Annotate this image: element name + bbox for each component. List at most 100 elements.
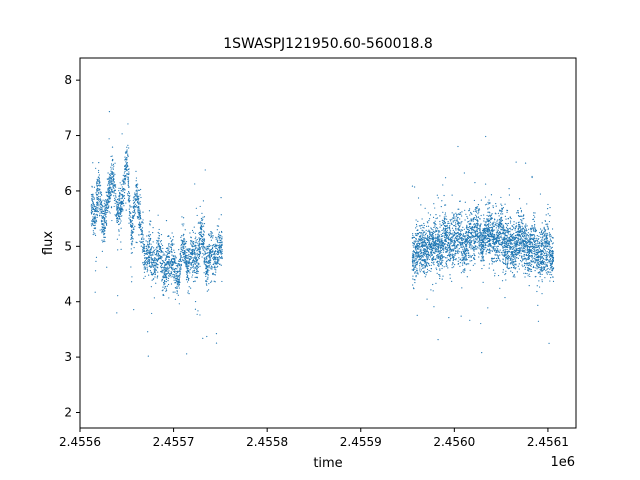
data-point xyxy=(210,231,213,233)
data-point xyxy=(103,233,105,235)
data-point xyxy=(546,208,549,210)
data-point xyxy=(165,220,168,222)
data-point xyxy=(148,239,151,242)
data-point xyxy=(121,215,123,217)
data-point xyxy=(176,265,179,267)
data-point xyxy=(119,213,121,215)
data-point xyxy=(105,220,108,222)
data-point xyxy=(470,256,472,258)
data-point xyxy=(193,271,195,273)
data-point xyxy=(129,216,131,218)
data-point xyxy=(416,262,418,264)
data-point xyxy=(426,245,428,247)
data-point xyxy=(103,217,105,219)
data-point xyxy=(158,228,160,231)
data-point xyxy=(210,265,213,267)
data-point xyxy=(179,260,181,263)
data-point xyxy=(133,204,135,206)
data-point xyxy=(530,229,532,231)
data-point xyxy=(93,208,95,211)
data-point xyxy=(452,221,454,223)
data-point xyxy=(176,292,178,295)
data-point xyxy=(112,186,114,188)
data-point xyxy=(128,217,130,219)
data-point xyxy=(92,194,94,196)
data-point xyxy=(159,258,161,260)
data-point xyxy=(416,225,418,227)
data-point xyxy=(92,224,95,226)
data-point xyxy=(184,260,186,262)
data-point xyxy=(162,251,164,253)
data-point xyxy=(192,231,194,233)
data-point xyxy=(105,191,107,194)
data-point xyxy=(175,280,177,282)
data-point xyxy=(117,219,119,221)
data-point xyxy=(105,203,107,205)
data-point xyxy=(118,202,121,204)
data-point xyxy=(98,174,100,176)
data-point xyxy=(196,247,198,249)
data-point xyxy=(215,247,217,249)
data-point xyxy=(116,312,118,314)
data-point xyxy=(501,241,503,243)
data-point xyxy=(135,180,137,182)
data-point xyxy=(208,243,210,246)
data-point xyxy=(159,257,162,259)
data-point xyxy=(162,277,164,279)
data-point xyxy=(153,297,155,299)
data-point xyxy=(132,216,134,218)
data-point xyxy=(153,270,156,273)
data-point xyxy=(131,244,133,246)
data-point xyxy=(100,208,102,211)
data-point xyxy=(459,262,462,264)
data-point xyxy=(182,225,184,227)
data-point xyxy=(180,251,182,253)
data-point xyxy=(456,247,458,249)
data-point xyxy=(536,263,538,265)
data-point xyxy=(489,245,491,247)
data-point xyxy=(492,246,494,249)
data-point xyxy=(215,261,217,263)
data-point xyxy=(191,274,194,276)
data-point xyxy=(414,257,416,259)
data-point xyxy=(456,245,458,247)
data-point xyxy=(105,204,107,206)
data-point xyxy=(154,254,156,256)
data-point xyxy=(520,215,523,217)
data-point xyxy=(176,280,178,283)
data-point xyxy=(168,258,170,261)
data-point xyxy=(527,268,529,271)
data-point xyxy=(198,253,200,256)
data-point xyxy=(172,291,174,293)
data-point xyxy=(206,290,208,292)
data-point xyxy=(535,258,537,261)
data-point xyxy=(543,226,545,228)
data-point xyxy=(127,179,129,181)
data-point xyxy=(509,235,512,238)
data-point xyxy=(477,223,479,225)
data-point xyxy=(521,264,523,266)
data-point xyxy=(197,272,199,274)
data-point xyxy=(91,222,94,224)
data-point xyxy=(168,244,170,246)
data-point xyxy=(168,235,170,237)
data-point xyxy=(465,255,467,257)
data-point xyxy=(122,180,124,182)
data-point xyxy=(546,255,549,257)
data-point xyxy=(157,257,159,260)
data-point xyxy=(419,269,421,271)
data-point xyxy=(124,179,126,181)
data-point xyxy=(129,206,131,208)
data-point xyxy=(112,163,115,165)
data-point xyxy=(139,213,141,215)
data-point xyxy=(449,230,452,232)
data-point xyxy=(525,244,527,246)
data-point xyxy=(533,212,535,214)
data-point xyxy=(172,263,174,265)
data-point xyxy=(464,257,466,259)
data-point xyxy=(148,274,150,276)
data-point xyxy=(451,194,453,196)
data-point xyxy=(154,276,156,278)
data-point xyxy=(514,227,517,230)
data-point xyxy=(457,238,460,240)
